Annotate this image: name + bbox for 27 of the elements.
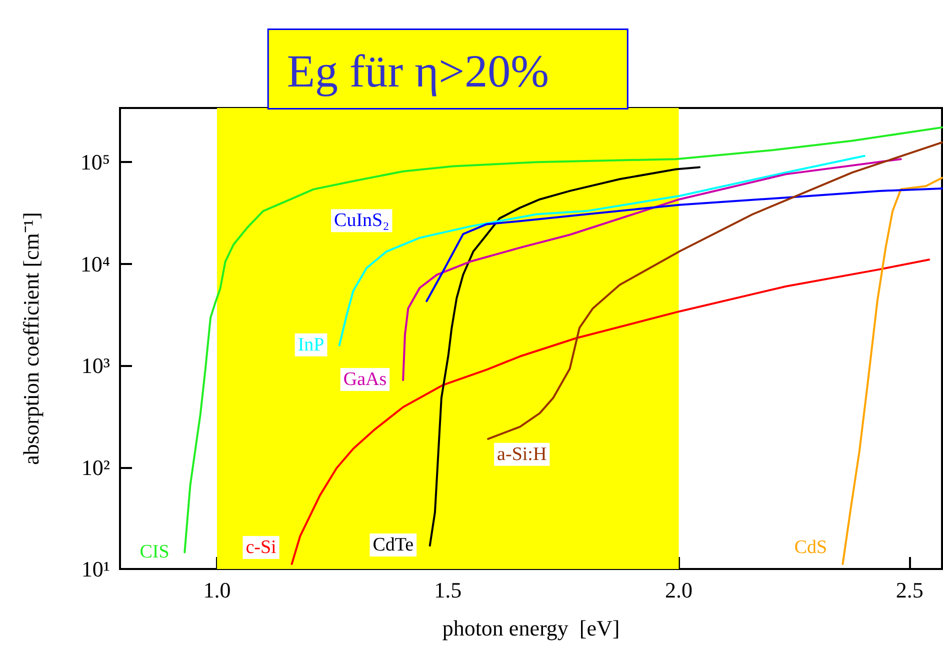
series-label: CdS (794, 536, 828, 558)
series-label: CdTe (372, 534, 414, 556)
series-label: InP (298, 334, 324, 356)
x-tick-label: 2.0 (665, 578, 693, 602)
line-series (402, 158, 902, 382)
y-axis-title: absorption coefficient [cm⁻¹] (18, 212, 44, 465)
line-series (487, 141, 943, 440)
y-tick-label: 10¹ (81, 556, 110, 582)
y-tick-label: 10² (81, 454, 110, 480)
series-label: GaAs (343, 369, 387, 390)
line-series (842, 176, 943, 565)
x-tick-label: 1.0 (203, 578, 231, 602)
y-tick-label: 10⁵ (80, 150, 110, 175)
series-label: CIS (140, 541, 170, 562)
x-tick-label: 2.5 (896, 578, 924, 602)
y-tick-label: 10⁴ (80, 251, 110, 276)
line-series (290, 258, 930, 565)
series-label: c-Si (246, 536, 276, 558)
line-series (426, 187, 943, 302)
y-tick-label: 10³ (81, 353, 110, 378)
series-label: a-Si:H (497, 444, 547, 465)
line-series (428, 166, 701, 547)
x-axis-title: photon energy [eV] (442, 616, 620, 640)
band-label: Eg für η>20% (286, 46, 549, 96)
x-tick-label: 1.5 (434, 578, 462, 602)
line-series (184, 126, 943, 554)
text: CuInS₂ (334, 210, 390, 232)
